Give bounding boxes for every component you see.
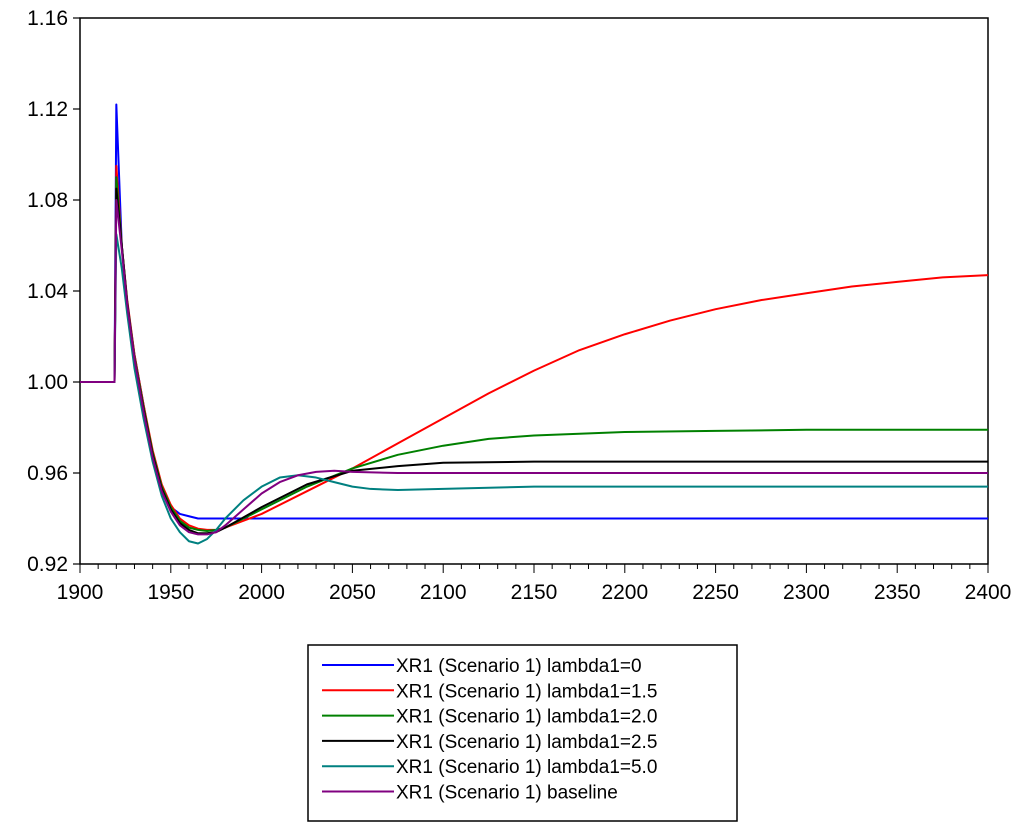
x-axis: 1900 1950 2000 2050 2100 2150 2200 2250 2300 2350…: [57, 564, 1012, 604]
y-tick-label: 1.12: [27, 98, 68, 121]
y-tick-label: 1.16: [27, 7, 68, 30]
y-tick-label: 1.08: [27, 189, 68, 212]
y-tick-label: 0.92: [27, 553, 68, 576]
x-tick-label: 2250: [692, 581, 739, 604]
legend-label: XR1 (Scenario 1) baseline: [396, 783, 618, 804]
legend: XR1 (Scenario 1) lambda1=0 XR1 (Scenario …: [307, 644, 738, 822]
x-tick-label: 2400: [965, 581, 1012, 604]
x-tick-label: 1950: [147, 581, 194, 604]
x-tick-label: 2300: [783, 581, 830, 604]
series-line-5: [80, 233, 988, 545]
series-line-6: [80, 199, 988, 536]
y-tick-label: 0.96: [27, 462, 68, 485]
x-tick-label: 2200: [601, 581, 648, 604]
plot-area-frame: [79, 17, 989, 565]
legend-label: XR1 (Scenario 1) lambda1=2.5: [396, 732, 657, 753]
y-tick-label: 1.00: [27, 371, 68, 394]
legend-label: XR1 (Scenario 1) lambda1=1.5: [396, 681, 657, 702]
y-tick-label: 1.04: [27, 280, 68, 303]
x-tick-label: 2050: [329, 581, 376, 604]
legend-label: XR1 (Scenario 1) lambda1=5.0: [396, 757, 657, 778]
x-tick-label: 1900: [57, 581, 104, 604]
series-lines: [80, 103, 989, 545]
x-tick-label: 2000: [238, 581, 285, 604]
y-axis: 0.92 0.96 1.00 1.04 1.08 1.12 1.16: [27, 7, 80, 576]
x-tick-label: 2100: [420, 581, 467, 604]
x-tick-label: 2150: [511, 581, 558, 604]
x-tick-label: 2350: [874, 581, 921, 604]
legend-label: XR1 (Scenario 1) lambda1=2.0: [396, 707, 657, 728]
legend-label: XR1 (Scenario 1) lambda1=0: [396, 656, 642, 677]
